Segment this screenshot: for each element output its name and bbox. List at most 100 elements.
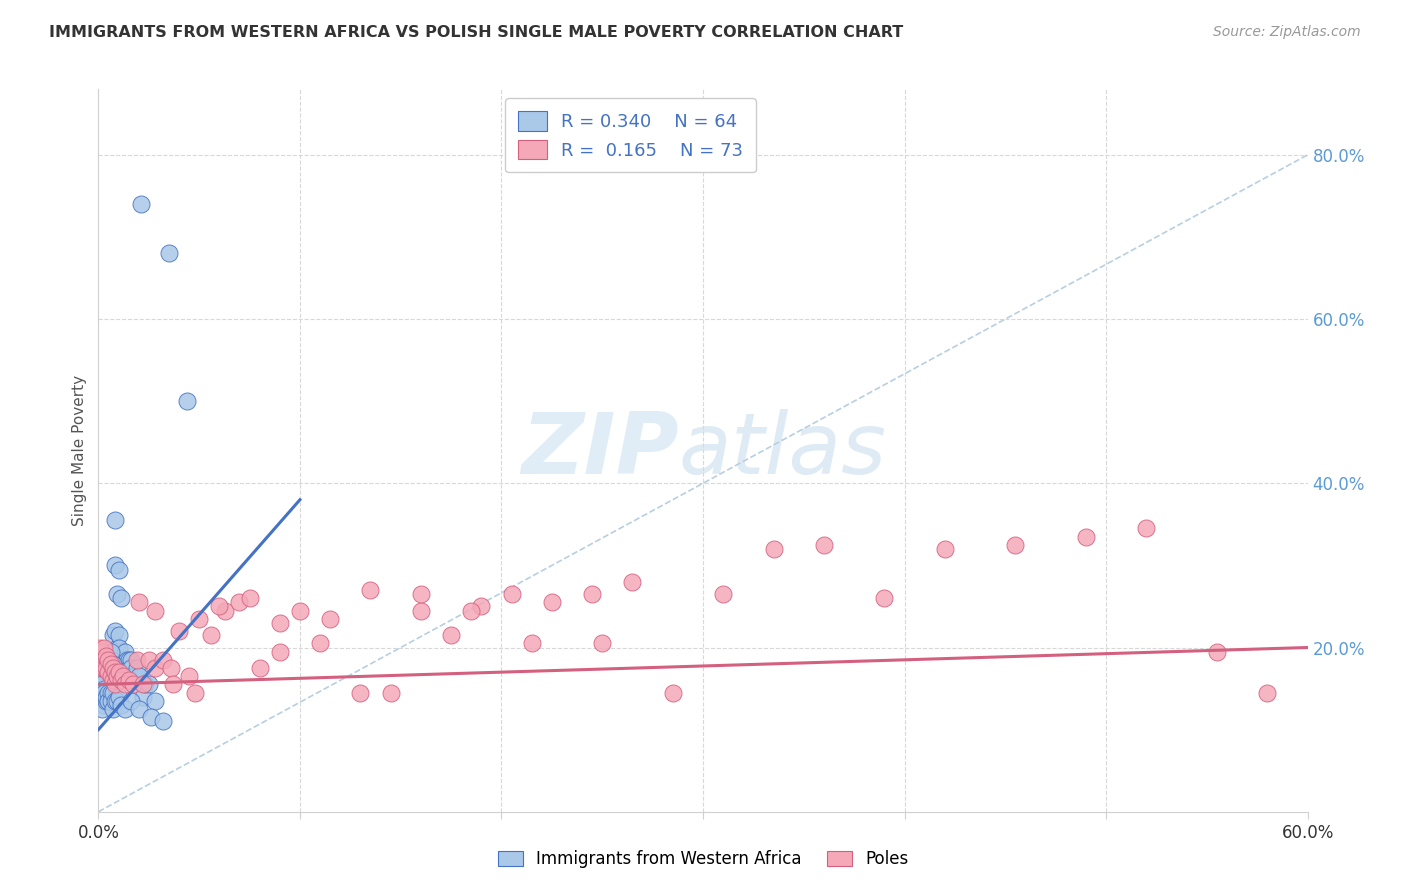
Point (120, 653, 142, 667)
Point (100, 677, 122, 691)
Point (105, 694, 128, 708)
Point (349, 686, 371, 700)
Point (380, 686, 402, 700)
Point (115, 661, 138, 675)
Point (91, 661, 114, 675)
Point (125, 653, 148, 667)
Point (93, 686, 115, 700)
Point (101, 702, 124, 716)
Point (124, 669, 146, 683)
Point (89, 653, 111, 667)
Point (200, 628, 222, 642)
Point (873, 591, 896, 606)
Point (89, 669, 111, 683)
Point (470, 599, 492, 614)
Point (89, 640, 111, 655)
Point (101, 657, 124, 671)
Point (214, 603, 236, 617)
Point (288, 603, 311, 617)
Point (188, 612, 211, 626)
Point (114, 645, 136, 659)
Text: IMMIGRANTS FROM WESTERN AFRICA VS POLISH SINGLE MALE POVERTY CORRELATION CHART: IMMIGRANTS FROM WESTERN AFRICA VS POLISH… (49, 25, 904, 40)
Point (160, 661, 183, 675)
Point (120, 694, 142, 708)
Legend: Immigrants from Western Africa, Poles: Immigrants from Western Africa, Poles (491, 844, 915, 875)
Point (100, 669, 122, 683)
Point (120, 661, 142, 675)
Point (93, 681, 115, 696)
Point (176, 394, 198, 409)
Text: Source: ZipAtlas.com: Source: ZipAtlas.com (1213, 25, 1361, 39)
Point (762, 541, 785, 556)
Point (711, 587, 734, 601)
Point (100, 686, 122, 700)
Point (96, 694, 118, 708)
Point (591, 636, 613, 650)
Point (269, 645, 291, 659)
Point (101, 673, 124, 688)
Point (111, 669, 134, 683)
Point (91, 677, 114, 691)
Point (96, 661, 118, 675)
Point (100, 653, 122, 667)
Point (125, 673, 148, 688)
Point (96, 690, 118, 704)
Point (101, 686, 124, 700)
Point (661, 686, 683, 700)
Point (101, 661, 124, 675)
Point (103, 665, 125, 680)
Point (93, 661, 115, 675)
Point (1256, 686, 1278, 700)
Point (157, 246, 180, 260)
Point (621, 574, 644, 589)
Legend: R = 0.340    N = 64, R =  0.165    N = 73: R = 0.340 N = 64, R = 0.165 N = 73 (505, 98, 756, 172)
Point (540, 595, 562, 609)
Point (309, 636, 332, 650)
Point (1074, 530, 1097, 544)
Point (105, 587, 128, 601)
Point (100, 645, 122, 659)
Point (101, 628, 124, 642)
Point (167, 624, 190, 639)
Point (128, 595, 150, 609)
Point (162, 677, 184, 691)
Point (89, 681, 111, 696)
Point (110, 698, 132, 712)
Point (132, 677, 155, 691)
Point (91, 645, 114, 659)
Point (110, 591, 132, 606)
Point (152, 653, 174, 667)
Text: ZIP: ZIP (522, 409, 679, 492)
Point (93, 686, 115, 700)
Point (107, 562, 129, 576)
Point (103, 513, 125, 527)
Point (139, 710, 162, 724)
Point (97, 653, 120, 667)
Point (501, 587, 523, 601)
Point (208, 599, 231, 614)
Point (138, 653, 160, 667)
Point (934, 541, 956, 556)
Point (107, 640, 129, 655)
Point (103, 694, 125, 708)
Point (118, 661, 141, 675)
Point (115, 653, 138, 667)
Point (97, 686, 120, 700)
Point (121, 677, 143, 691)
Point (103, 558, 125, 573)
Point (107, 628, 129, 642)
Point (813, 538, 835, 552)
Point (581, 587, 603, 601)
Point (520, 636, 543, 650)
Point (1135, 521, 1157, 535)
Point (96, 686, 118, 700)
Point (184, 686, 207, 700)
Point (107, 690, 129, 704)
Point (100, 657, 122, 671)
Point (143, 661, 166, 675)
Point (121, 669, 143, 683)
Point (114, 677, 136, 691)
Point (105, 640, 128, 655)
Point (319, 612, 342, 626)
Point (1206, 645, 1229, 659)
